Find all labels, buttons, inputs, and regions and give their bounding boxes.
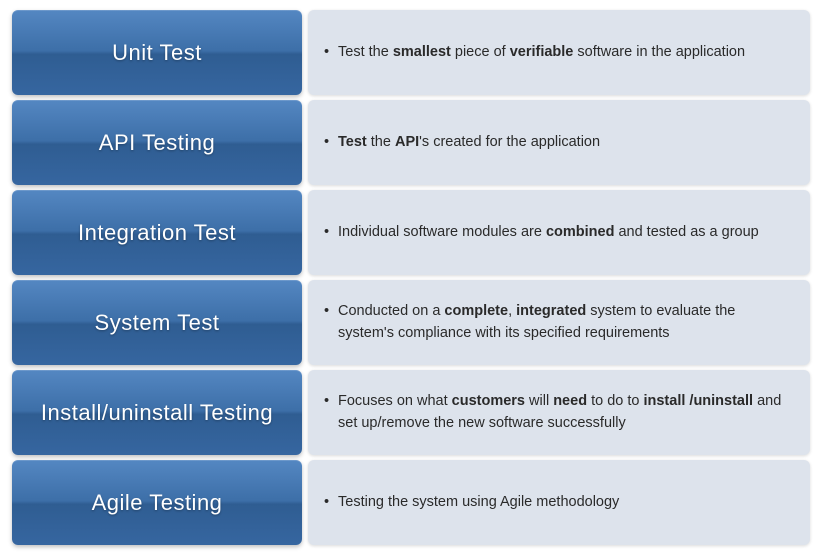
desc-text: Conducted on a complete, integrated syst… [322,301,788,343]
label-integration-test: Integration Test [12,190,302,275]
row-integration-test: Integration Test Individual software mod… [12,190,810,275]
desc-api-testing: Test the API's created for the applicati… [308,100,810,185]
desc-text: Testing the system using Agile methodolo… [322,492,788,513]
desc-system-test: Conducted on a complete, integrated syst… [308,280,810,365]
row-api-testing: API Testing Test the API's created for t… [12,100,810,185]
label-unit-test: Unit Test [12,10,302,95]
row-unit-test: Unit Test Test the smallest piece of ver… [12,10,810,95]
desc-integration-test: Individual software modules are combined… [308,190,810,275]
label-agile-testing: Agile Testing [12,460,302,545]
desc-agile-testing: Testing the system using Agile methodolo… [308,460,810,545]
desc-unit-test: Test the smallest piece of verifiable so… [308,10,810,95]
desc-text: Focuses on what customers will need to d… [322,391,788,433]
desc-text: Test the smallest piece of verifiable so… [322,42,788,63]
label-api-testing: API Testing [12,100,302,185]
desc-text: Individual software modules are combined… [322,222,788,243]
label-system-test: System Test [12,280,302,365]
row-install-uninstall-testing: Install/uninstall Testing Focuses on wha… [12,370,810,455]
desc-install-uninstall-testing: Focuses on what customers will need to d… [308,370,810,455]
row-agile-testing: Agile Testing Testing the system using A… [12,460,810,545]
desc-text: Test the API's created for the applicati… [322,132,788,153]
label-install-uninstall-testing: Install/uninstall Testing [12,370,302,455]
row-system-test: System Test Conducted on a complete, int… [12,280,810,365]
